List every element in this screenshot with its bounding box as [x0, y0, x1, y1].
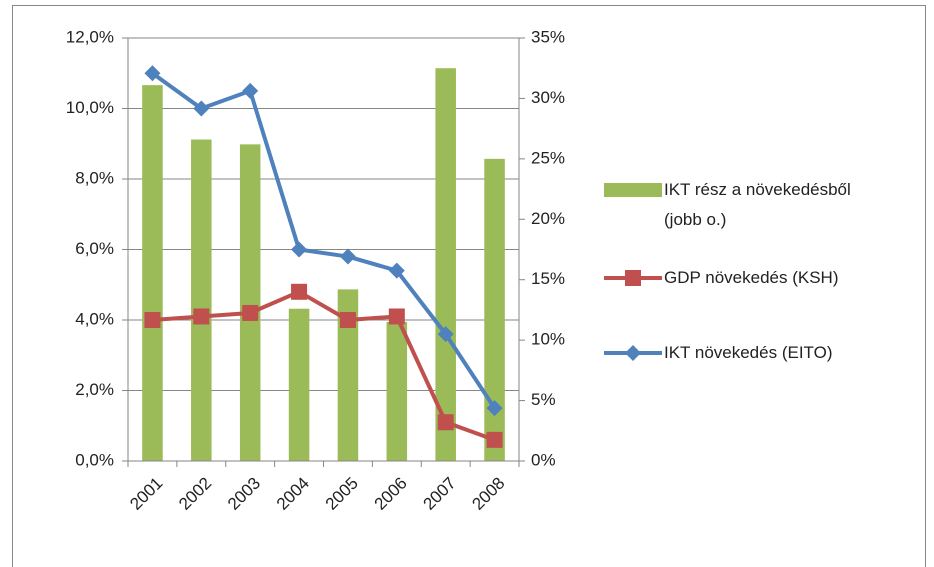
- x-tick-label: 2004: [273, 474, 313, 514]
- legend-label: IKT rész a növekedésből (jobb o.): [664, 180, 851, 229]
- bar: [239, 144, 261, 461]
- x-tick-label: 2003: [224, 474, 264, 514]
- bar: [337, 289, 359, 461]
- marker: [144, 312, 161, 328]
- legend-item: GDP növekedés (KSH): [600, 268, 904, 293]
- y-tick-label: 6,0%: [75, 239, 114, 258]
- marker: [291, 283, 308, 300]
- y-tick-label: 2,0%: [75, 380, 114, 399]
- y2-tick-label: 30%: [531, 88, 565, 107]
- y2-tick-label: 10%: [531, 330, 565, 349]
- legend-item: IKT rész a növekedésből (jobb o.): [600, 180, 854, 235]
- x-tick-label: 2008: [468, 474, 508, 514]
- marker: [144, 65, 161, 82]
- legend-item: IKT növekedés (EITO): [600, 343, 904, 368]
- legend-label: GDP növekedés (KSH): [664, 268, 839, 287]
- line: [152, 289, 496, 442]
- bar: [288, 308, 310, 461]
- bar: [435, 68, 456, 461]
- legend-key: [604, 345, 662, 361]
- marker: [625, 345, 641, 361]
- legend-key: [604, 183, 662, 197]
- bar: [191, 139, 212, 461]
- bar: [386, 322, 408, 461]
- y-tick-label: 12,0%: [66, 27, 114, 46]
- marker: [339, 248, 356, 265]
- y2-tick-label: 0%: [531, 450, 556, 469]
- x-tick-label: 2006: [371, 474, 411, 514]
- y2-tick-label: 35%: [531, 27, 565, 46]
- legend-key: [604, 270, 662, 286]
- marker: [339, 312, 356, 328]
- legend-swatch: [604, 183, 662, 197]
- marker: [486, 431, 503, 448]
- y-tick-label: 8,0%: [75, 168, 114, 187]
- marker: [388, 308, 405, 325]
- y2-tick-label: 15%: [531, 269, 565, 288]
- bar: [142, 85, 163, 462]
- y-tick-label: 10,0%: [66, 98, 114, 117]
- y2-tick-label: 20%: [531, 209, 565, 228]
- marker: [193, 308, 210, 325]
- marker: [242, 304, 259, 321]
- marker: [193, 100, 210, 117]
- marker: [486, 400, 503, 417]
- marker: [625, 270, 641, 286]
- marker: [242, 82, 259, 99]
- line: [151, 71, 497, 410]
- x-tick-label: 2007: [420, 474, 460, 514]
- y-tick-label: 0,0%: [75, 450, 114, 469]
- x-tick-label: 2001: [126, 474, 166, 514]
- marker: [291, 241, 308, 258]
- y2-tick-label: 5%: [531, 390, 556, 409]
- marker: [437, 414, 454, 431]
- y-tick-label: 4,0%: [75, 309, 114, 328]
- x-tick-label: 2005: [322, 474, 362, 514]
- y2-tick-label: 25%: [531, 148, 565, 167]
- legend-label: IKT növekedés (EITO): [664, 343, 833, 362]
- x-tick-label: 2002: [175, 474, 215, 514]
- chart-border: [12, 5, 926, 567]
- marker: [388, 262, 405, 279]
- marker: [437, 326, 454, 343]
- bar: [484, 158, 505, 461]
